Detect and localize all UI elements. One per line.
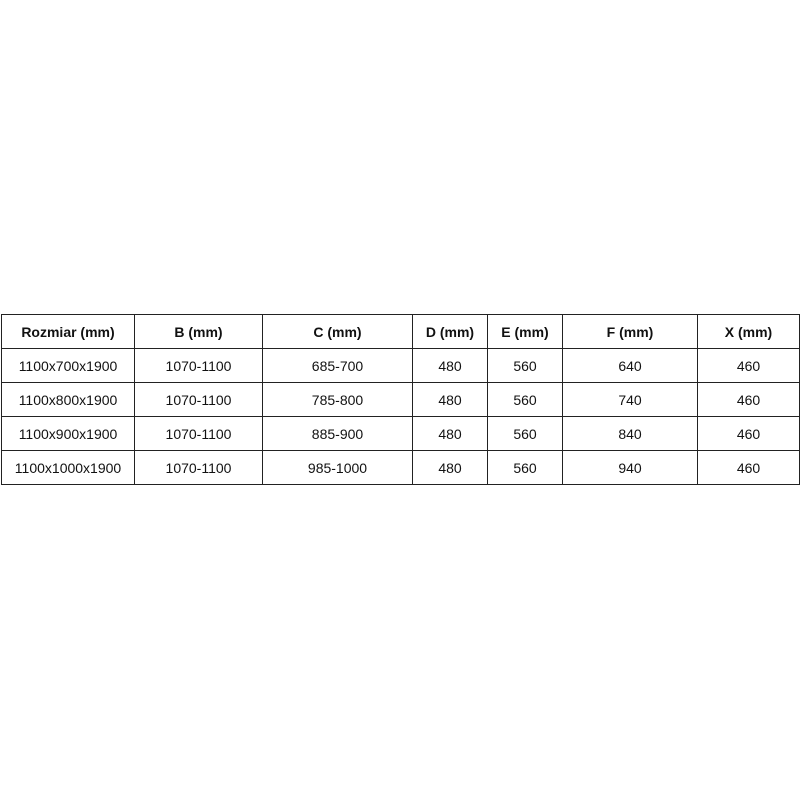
header-b: B (mm) — [134, 314, 263, 349]
table-row: 1100x900x1900 1070-1100 885-900 480 560 840 46… — [1, 416, 800, 451]
header-rozmiar: Rozmiar (mm) — [1, 314, 135, 349]
table-cell: 1100x800x1900 — [1, 382, 135, 417]
table-cell: 1100x1000x1900 — [1, 450, 135, 485]
header-c: C (mm) — [262, 314, 413, 349]
table-cell: 1100x900x1900 — [1, 416, 135, 451]
table-cell: 480 — [412, 450, 488, 485]
table-cell: 460 — [697, 382, 800, 417]
table-cell: 560 — [487, 416, 563, 451]
header-row: Rozmiar (mm) B (mm) C (mm) D (mm) E (mm)… — [1, 314, 800, 349]
table-cell: 885-900 — [262, 416, 413, 451]
table-cell: 1070-1100 — [134, 382, 263, 417]
table-cell: 560 — [487, 382, 563, 417]
table-cell: 685-700 — [262, 348, 413, 383]
table-cell: 1100x700x1900 — [1, 348, 135, 383]
table-cell: 785-800 — [262, 382, 413, 417]
header-e: E (mm) — [487, 314, 563, 349]
table-cell: 560 — [487, 348, 563, 383]
header-x: X (mm) — [697, 314, 800, 349]
table-cell: 1070-1100 — [134, 416, 263, 451]
table-cell: 1070-1100 — [134, 450, 263, 485]
table-row: 1100x700x1900 1070-1100 685-700 480 560 640 46… — [1, 348, 800, 383]
dimensions-table: Rozmiar (mm) B (mm) C (mm) D (mm) E (mm)… — [1, 314, 800, 485]
table-cell: 480 — [412, 416, 488, 451]
table-cell: 560 — [487, 450, 563, 485]
table-row: 1100x800x1900 1070-1100 785-800 480 560 740 46… — [1, 382, 800, 417]
table-cell: 460 — [697, 416, 800, 451]
table-cell: 740 — [562, 382, 698, 417]
table-cell: 940 — [562, 450, 698, 485]
table-cell: 480 — [412, 382, 488, 417]
table-cell: 460 — [697, 348, 800, 383]
header-f: F (mm) — [562, 314, 698, 349]
table-cell: 640 — [562, 348, 698, 383]
table-row: 1100x1000x1900 1070-1100 985-1000 480 560 940… — [1, 450, 800, 485]
table-cell: 480 — [412, 348, 488, 383]
header-d: D (mm) — [412, 314, 488, 349]
table-cell: 460 — [697, 450, 800, 485]
table-cell: 840 — [562, 416, 698, 451]
table-cell: 1070-1100 — [134, 348, 263, 383]
table-cell: 985-1000 — [262, 450, 413, 485]
